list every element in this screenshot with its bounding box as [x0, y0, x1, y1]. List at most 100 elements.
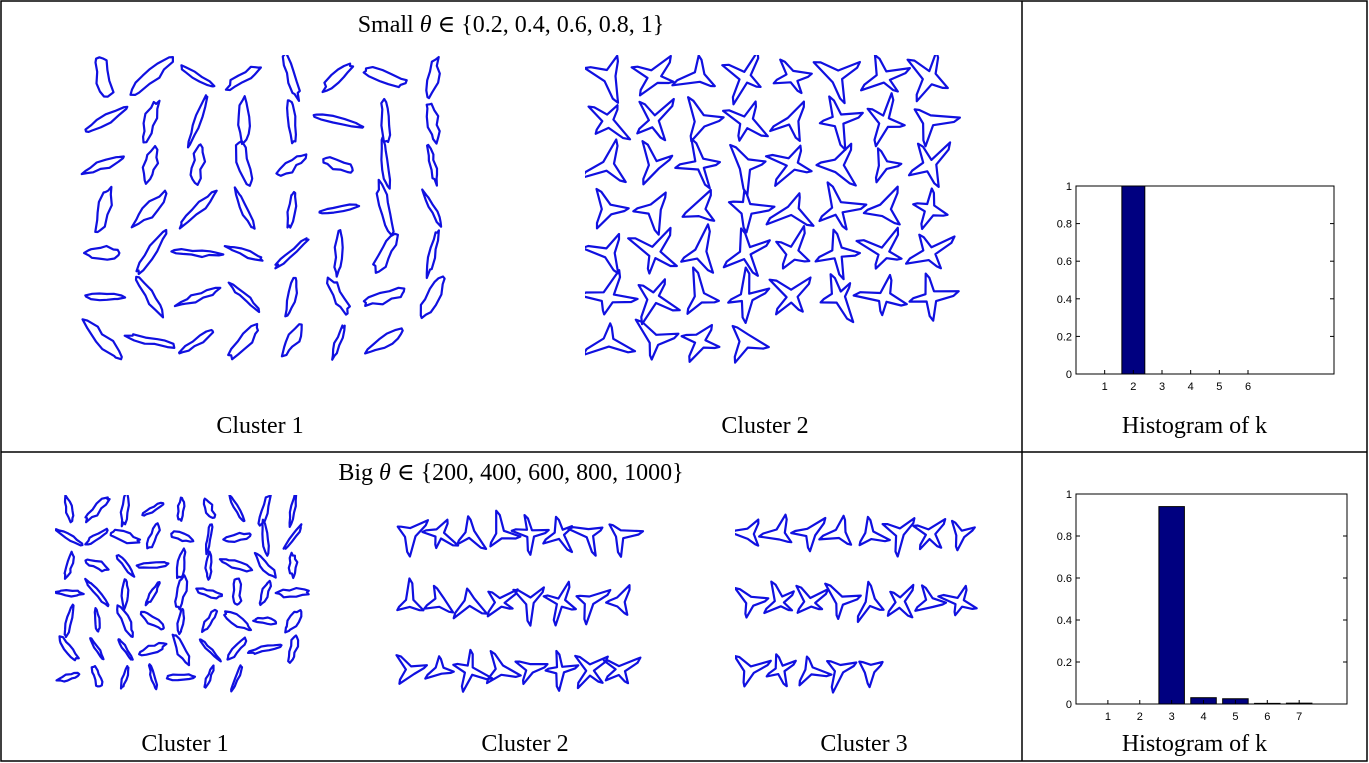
cell-outline	[735, 518, 760, 547]
cell-outline	[195, 587, 223, 600]
cell-outline	[94, 56, 115, 98]
cell-outline	[228, 495, 246, 523]
plot-frame	[1075, 185, 1335, 375]
y-tick-label: 0	[1066, 369, 1072, 381]
cell-outline	[858, 660, 884, 689]
cell-outline	[866, 92, 906, 148]
cell-outline	[514, 660, 549, 685]
cell-outline	[282, 523, 303, 550]
cell-outline	[727, 189, 776, 234]
cell-outline	[595, 187, 630, 230]
cell-outline	[637, 278, 681, 326]
cell-outline	[89, 637, 105, 661]
cell-outline	[280, 323, 303, 358]
cell-outline	[119, 665, 130, 690]
cell-outline	[144, 581, 161, 607]
cell-outline	[906, 55, 949, 103]
cell-outline	[275, 153, 308, 177]
top-cluster-1-label: Cluster 1	[216, 413, 304, 439]
cell-outline	[174, 574, 189, 611]
cell-outline	[680, 223, 715, 274]
cell-outline	[189, 143, 207, 186]
cell-outline	[141, 145, 160, 185]
x-tick-label: 5	[1232, 711, 1238, 723]
cell-outline	[735, 654, 772, 688]
cell-outline	[634, 318, 680, 361]
cell-outline	[763, 580, 795, 615]
cell-outline	[55, 671, 81, 683]
cell-outline	[117, 638, 134, 661]
cell-outline	[318, 203, 361, 215]
cell-outline	[758, 513, 793, 544]
cell-outline	[585, 269, 639, 316]
cell-outline	[375, 178, 395, 237]
cell-outline	[819, 273, 855, 324]
cell-outline	[261, 518, 270, 557]
x-tick-label: 2	[1130, 381, 1136, 393]
cell-outline	[134, 275, 165, 319]
cell-outline	[139, 610, 165, 631]
cell-outline	[907, 141, 952, 188]
cell-outline	[58, 635, 80, 662]
bottom-histogram-label: Histogram of k	[1121, 731, 1268, 757]
cell-outline	[798, 655, 833, 687]
cell-outline	[129, 56, 174, 96]
x-tick-label: 7	[1296, 711, 1302, 723]
cell-outline	[233, 186, 256, 230]
cell-outline	[764, 144, 813, 187]
cell-outline	[908, 272, 960, 322]
cell-outline	[120, 578, 130, 611]
cell-outline	[176, 496, 186, 522]
cell-outline	[421, 188, 443, 228]
cell-outline	[141, 501, 165, 517]
cell-outline	[456, 515, 488, 550]
cell-outline	[138, 641, 168, 657]
cell-outline	[512, 586, 545, 627]
cell-outline	[765, 653, 797, 688]
cell-outline	[395, 654, 428, 685]
cell-outline	[722, 100, 769, 142]
cell-outline	[84, 527, 109, 546]
cell-outline	[855, 226, 903, 270]
cell-outline	[119, 495, 130, 528]
x-tick-label: 6	[1264, 711, 1270, 723]
cell-outline	[274, 237, 310, 270]
cell-outline	[252, 616, 278, 626]
cell-outline	[425, 56, 441, 100]
cell-outline	[671, 55, 716, 88]
cell-outline	[90, 665, 104, 688]
cell-outline	[142, 99, 161, 144]
cell-outline	[84, 105, 129, 133]
cell-outline	[224, 65, 262, 92]
cell-outline	[165, 673, 197, 682]
cell-outline	[812, 60, 861, 105]
bottom-histogram-chart: 0 0.2 0.4 0.6 0.8 1 1 2 3 4 5 6 7	[1057, 489, 1348, 723]
cell-outline	[574, 654, 609, 690]
bottom-cluster-3-label: Cluster 3	[820, 731, 908, 757]
cell-outline	[818, 95, 864, 151]
x-tick-label: 1	[1102, 381, 1108, 393]
cell-outline	[686, 266, 720, 315]
cell-outline	[284, 609, 303, 634]
cell-outline	[170, 530, 195, 543]
y-tick-label: 1	[1066, 181, 1072, 193]
top-section-title: Small θ ∈ {0.2, 0.4, 0.6, 0.8, 1}	[0, 10, 1022, 39]
cell-outline	[218, 558, 254, 573]
cell-outline	[362, 66, 408, 89]
cell-outline	[852, 273, 908, 317]
cell-outline	[818, 181, 868, 231]
cell-outline	[257, 495, 272, 527]
cell-outline	[769, 100, 805, 142]
cell-outline	[115, 554, 136, 578]
cell-outline	[205, 523, 214, 556]
x-tick-label: 4	[1188, 381, 1194, 393]
cell-outline	[84, 496, 111, 524]
cell-outline	[641, 140, 674, 186]
cell-outline	[246, 643, 283, 655]
top-cluster-1-shapes	[80, 55, 446, 361]
cell-outline	[372, 232, 399, 274]
cell-outline	[421, 518, 460, 550]
y-tick-label: 0.2	[1057, 331, 1072, 343]
cell-outline	[227, 281, 261, 314]
cell-outline	[937, 584, 978, 617]
